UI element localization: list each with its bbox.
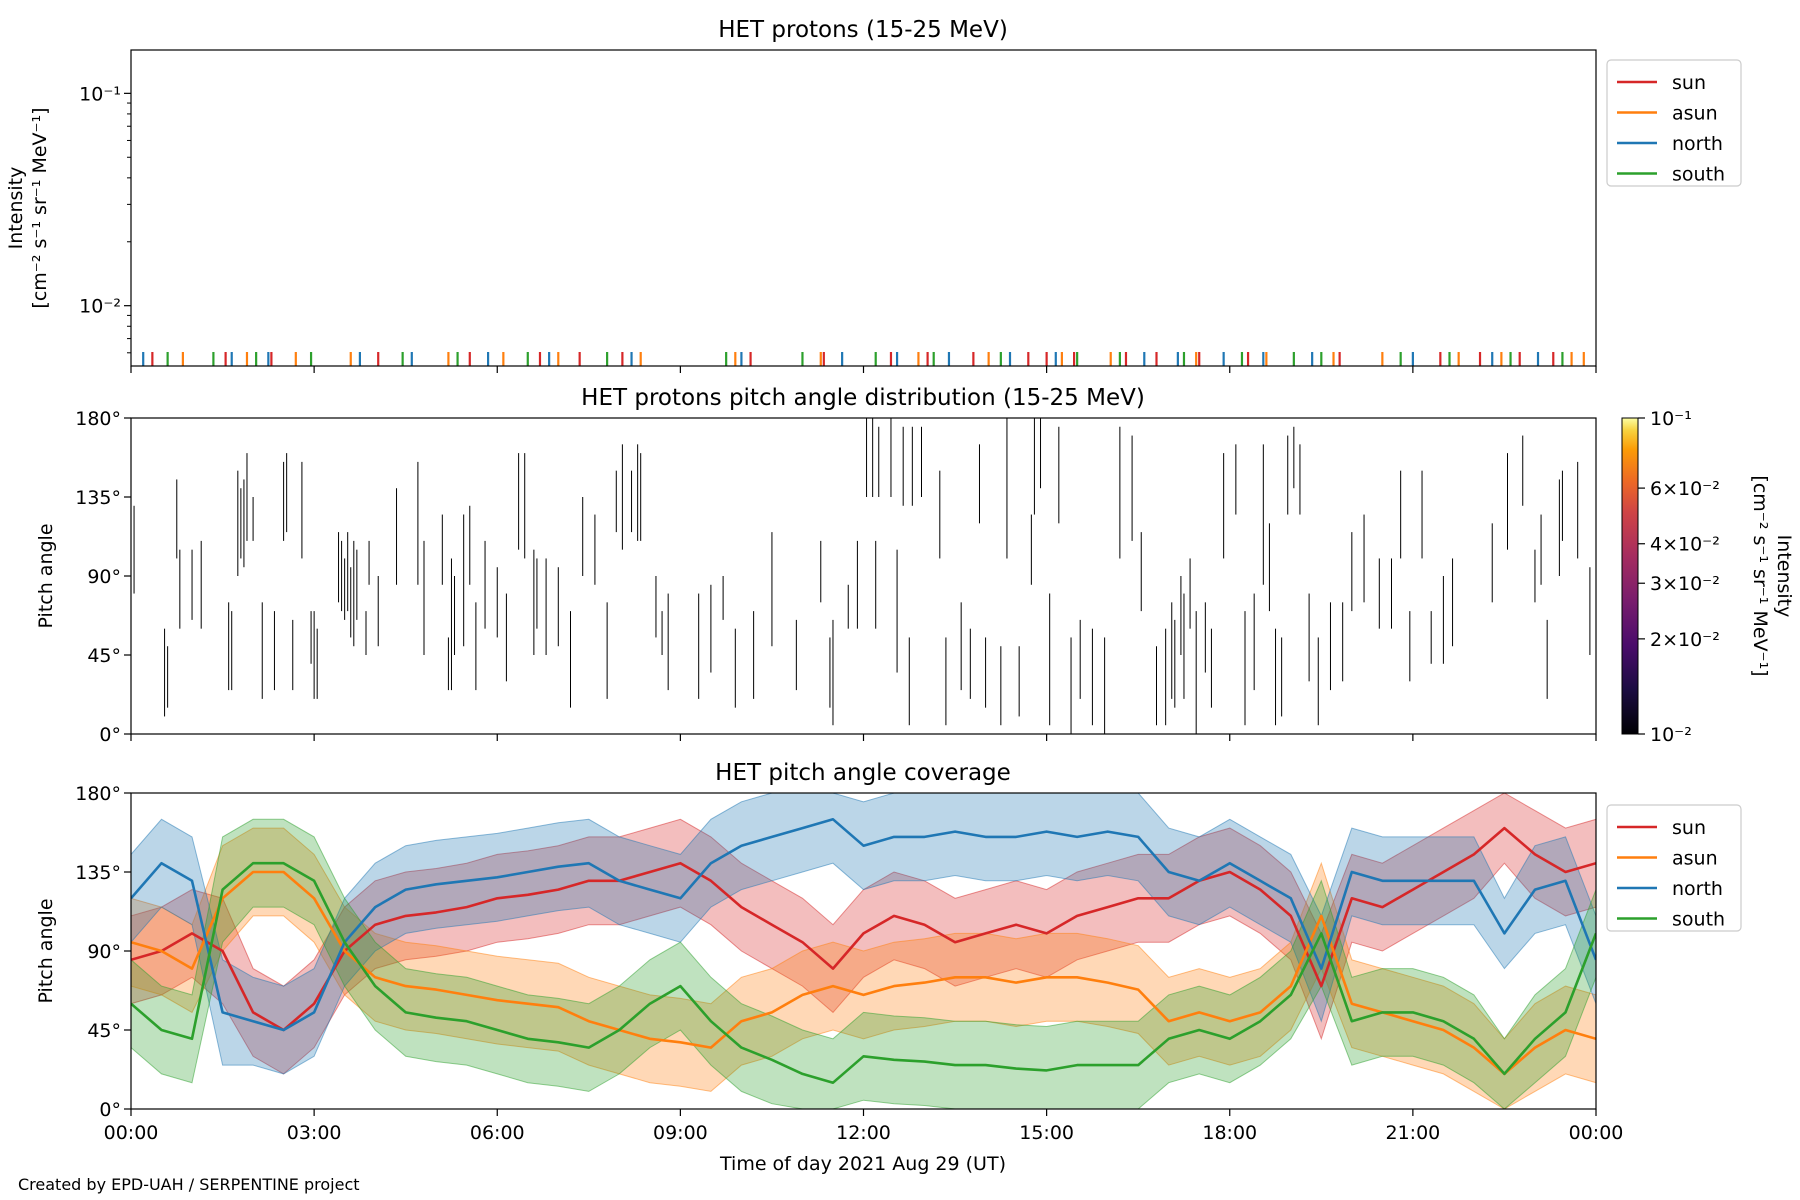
colorbar-ticks: 10⁻¹ 6×10⁻² 4×10⁻² 3×10⁻² 2×10⁻² 10⁻² (1638, 408, 1720, 746)
colorbar-label-line2: [cm⁻² s⁻¹ sr⁻¹ MeV⁻¹] (1749, 475, 1771, 676)
panel1-legend-label-asun: asun (1672, 103, 1718, 125)
x-axis-label: Time of day 2021 Aug 29 (UT) (719, 1153, 1006, 1175)
x-tick-label: 00:00 (104, 1122, 159, 1144)
line-north (131, 818, 1596, 1032)
panel-pitch-angle-distribution: HET protons pitch angle distribution (15… (35, 385, 1795, 746)
colorbar-tick-label: 6×10⁻² (1650, 478, 1720, 500)
panel1-y-label: Intensity [cm⁻² s⁻¹ sr⁻¹ MeV⁻¹] (5, 107, 51, 308)
panel3-y-tick-label: 135° (75, 862, 121, 884)
panel2-y-ticks: 0° 45° 90° 135° 180° (75, 408, 131, 746)
colorbar-tick-label: 3×10⁻² (1650, 573, 1720, 595)
panel2-y-tick-label: 135° (75, 487, 121, 509)
colorbar: 10⁻¹ 6×10⁻² 4×10⁻² 3×10⁻² 2×10⁻² 10⁻² Intensi… (1621, 408, 1795, 746)
panel2-y-tick-label: 0° (99, 724, 121, 746)
x-tick-label: 03:00 (287, 1122, 342, 1144)
panel1-y-tick-label: 10⁻¹ (79, 83, 121, 105)
panel1-plot-area (142, 352, 1585, 366)
panel1-x-ticks (130, 366, 1597, 373)
panel2-y-tick-label: 90° (87, 566, 121, 588)
panel1-y-label-line1: Intensity (5, 167, 27, 250)
panel1-frame (130, 49, 1597, 367)
line-south (131, 861, 1596, 1084)
panel3-title: HET pitch angle coverage (715, 760, 1011, 786)
panel3-legend-label-asun: asun (1672, 848, 1718, 870)
panel3-y-tick-label: 0° (99, 1099, 121, 1121)
x-tick-label: 06:00 (470, 1122, 525, 1144)
x-tick-label: 12:00 (836, 1122, 891, 1144)
panel1-legend-box (1606, 59, 1742, 187)
panel3-legend-box (1606, 804, 1742, 932)
footer-credit: Created by EPD-UAH / SERPENTINE project (18, 1175, 360, 1194)
line-asun (131, 870, 1596, 1076)
x-tick-label: 21:00 (1385, 1122, 1440, 1144)
panel3-legend-label-north: north (1672, 878, 1723, 900)
panel1-legend-label-sun: sun (1672, 72, 1706, 94)
panel3-x-ticks: 00:00 03:00 06:00 09:00 12:00 15:00 18:00 21:00… (104, 1109, 1624, 1144)
panel3-y-tick-label: 45° (87, 1020, 121, 1042)
x-tick-label: 18:00 (1202, 1122, 1257, 1144)
band-south (131, 818, 1596, 1109)
panel-pitch-angle-coverage: HET pitch angle coverage 0° 45° 90° 135° 180… (35, 760, 1742, 1175)
panel1-y-label-line2: [cm⁻² s⁻¹ sr⁻¹ MeV⁻¹] (29, 107, 51, 308)
panel3-y-tick-label: 90° (87, 941, 121, 963)
panel1-y-ticks: 10⁻¹ 10⁻² (79, 83, 131, 354)
panel1-y-tick-label: 10⁻² (79, 296, 121, 318)
panel2-title: HET protons pitch angle distribution (15… (581, 385, 1145, 411)
panel3-y-ticks: 0° 45° 90° 135° 180° (75, 783, 131, 1121)
x-tick-label: 15:00 (1019, 1122, 1074, 1144)
panel2-y-tick-label: 45° (87, 645, 121, 667)
panel2-y-tick-label: 180° (75, 408, 121, 430)
line-sun (131, 826, 1596, 1032)
panel1-legend-label-north: north (1672, 133, 1723, 155)
panel3-plot-area (131, 793, 1596, 1109)
colorbar-label: Intensity [cm⁻² s⁻¹ sr⁻¹ MeV⁻¹] (1749, 475, 1795, 676)
colorbar-label-line1: Intensity (1773, 535, 1795, 618)
panel1-title: HET protons (15-25 MeV) (718, 17, 1008, 43)
panel2-x-ticks (130, 734, 1597, 741)
x-tick-label: 00:00 (1569, 1122, 1624, 1144)
panel3-y-tick-label: 180° (75, 783, 121, 805)
panel1-legend: sun asun north south (1606, 59, 1742, 187)
panel3-legend-label-south: south (1672, 909, 1725, 931)
panel-het-protons: HET protons (15-25 MeV) 10⁻¹ 10⁻² Intensi… (5, 17, 1742, 373)
x-tick-label: 09:00 (653, 1122, 708, 1144)
colorbar-gradient (1621, 417, 1639, 735)
colorbar-tick-label: 10⁻¹ (1650, 408, 1692, 430)
colorbar-tick-label: 2×10⁻² (1650, 629, 1720, 651)
panel3-y-label: Pitch angle (35, 898, 57, 1003)
panel2-y-label: Pitch angle (35, 523, 57, 628)
panel2-plot-area (133, 418, 1591, 734)
panel3-legend-label-sun: sun (1672, 817, 1706, 839)
panel3-legend: sun asun north south (1606, 804, 1742, 932)
colorbar-tick-label: 4×10⁻² (1650, 534, 1720, 556)
colorbar-tick-label: 10⁻² (1650, 724, 1692, 746)
panel1-legend-label-south: south (1672, 164, 1725, 186)
